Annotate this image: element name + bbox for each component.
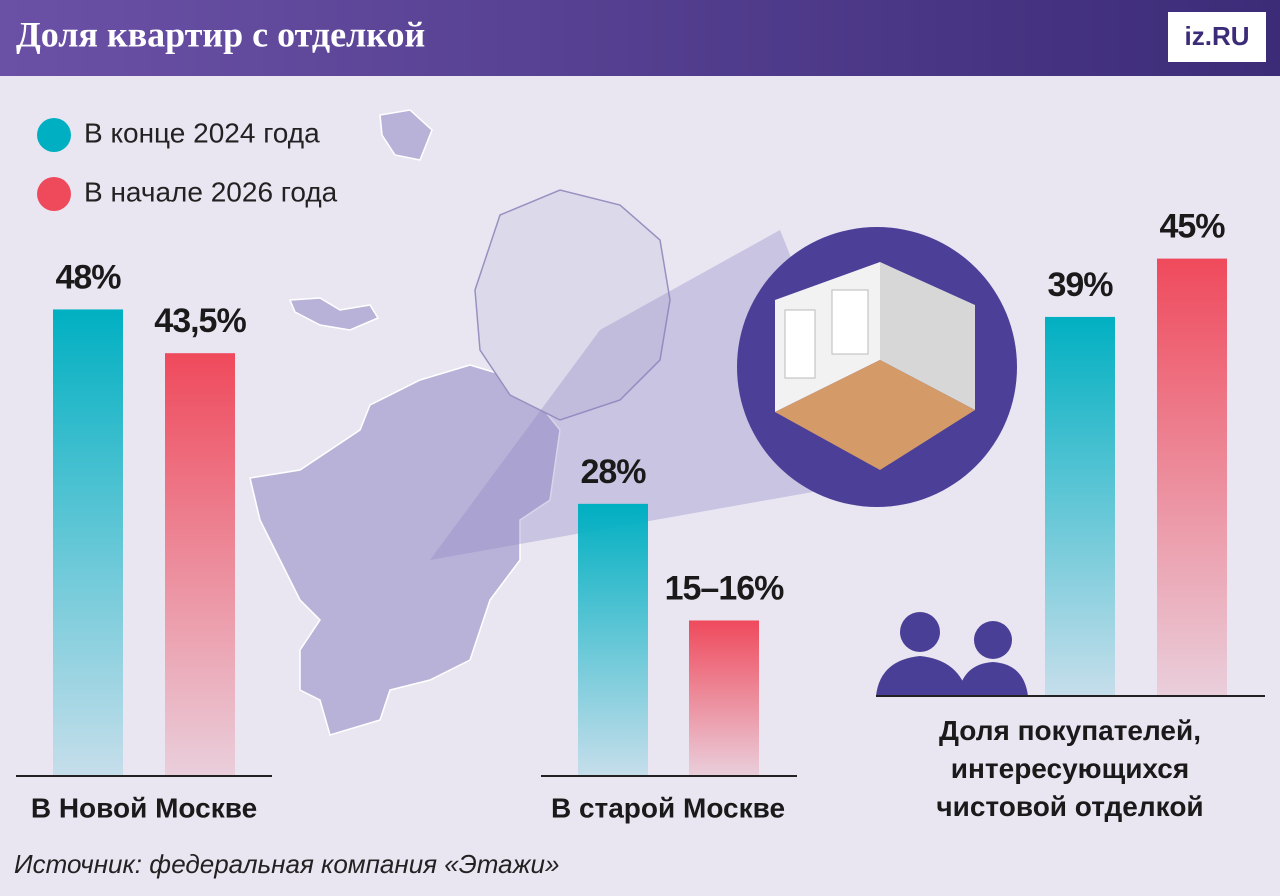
legend-label: В начале 2026 года: [84, 176, 338, 207]
value-label: 45%: [1159, 208, 1225, 246]
header-bar: [0, 0, 1280, 76]
value-label: 15–16%: [665, 569, 785, 607]
category-label: Доля покупателей, интересующихся чистово…: [936, 715, 1204, 822]
bar: [165, 353, 235, 776]
value-label: 43,5%: [154, 302, 246, 340]
room-illustration: [737, 227, 1017, 507]
bar: [578, 503, 648, 776]
chart-title: Доля квартир с отделкой: [16, 14, 425, 54]
bar: [1045, 316, 1115, 696]
logo: iz.RU: [1185, 21, 1250, 51]
bar: [689, 620, 759, 776]
value-label: 39%: [1047, 266, 1113, 304]
map-old-moscow: [474, 189, 671, 421]
category-label: В Новой Москве: [31, 792, 257, 823]
value-label: 28%: [580, 453, 646, 491]
people-icon: [876, 612, 1028, 696]
category-label: В старой Москве: [551, 792, 785, 823]
legend-label: В конце 2024 года: [84, 117, 320, 148]
map: [249, 109, 561, 736]
logo-box: [1168, 12, 1266, 62]
value-label: 48%: [55, 258, 121, 296]
legend-marker: [37, 177, 71, 211]
legend-marker: [37, 118, 71, 152]
bar: [53, 309, 123, 776]
source-note: Источник: федеральная компания «Этажи»: [14, 849, 559, 879]
bar: [1157, 258, 1227, 696]
